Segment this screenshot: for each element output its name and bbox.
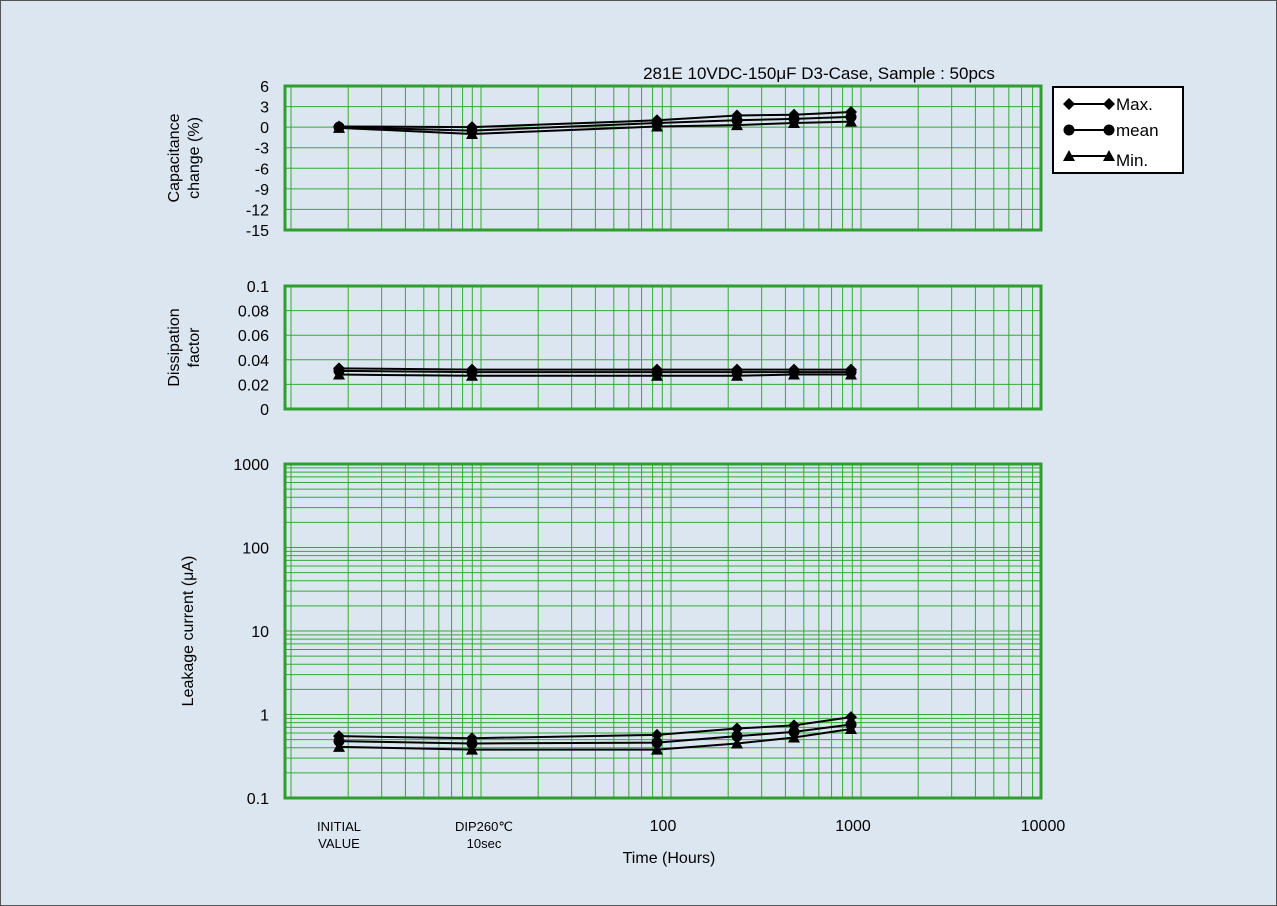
plot-frame: [283, 84, 1043, 232]
marker-triangle: [466, 128, 478, 139]
legend-label: mean: [1116, 121, 1159, 140]
marker-triangle: [466, 743, 478, 755]
x-tick-label-line: INITIAL: [317, 819, 361, 834]
y-axis-label-line: Leakage current (μA): [180, 556, 197, 707]
marker-triangle: [845, 115, 857, 127]
marker-circle: [651, 737, 663, 749]
marker-triangle: [845, 368, 857, 380]
y-tick-label: -6: [255, 161, 269, 178]
x-tick-label-line: 100: [650, 818, 677, 835]
marker-triangle: [466, 369, 478, 381]
marker-triangle: [333, 121, 345, 133]
x-tick-label: 1000: [835, 818, 871, 835]
marker-circle: [466, 737, 478, 749]
y-axis-label-line: factor: [186, 327, 203, 368]
x-tick-label: DIP260℃ 10sec: [455, 819, 513, 851]
series-line-max: [338, 111, 852, 129]
series-line-max: [338, 716, 852, 740]
series-line-min: [338, 373, 851, 377]
plot-frame: [283, 284, 1043, 411]
marker-triangle: [788, 731, 800, 743]
y-axis-label-line: Dissipation: [166, 308, 183, 386]
y-axis-label-line: change (%): [186, 117, 203, 199]
y-tick-label: 0.04: [238, 353, 269, 370]
x-tick-label: 10000: [1021, 818, 1066, 835]
marker-triangle: [1103, 150, 1115, 161]
x-tick-label: INITIAL VALUE: [317, 819, 361, 851]
y-tick-label: 0.1: [247, 791, 269, 808]
y-tick-label: 0.06: [238, 328, 269, 345]
y-tick-label: 6: [260, 79, 269, 96]
y-tick-label: 0: [260, 120, 269, 137]
marker-triangle: [845, 723, 857, 735]
series-line-max: [338, 367, 851, 371]
x-tick-label: 100: [650, 818, 677, 835]
marker-triangle: [731, 119, 743, 131]
series-line-min: [338, 728, 852, 751]
y-tick-label: 0.02: [238, 377, 269, 394]
y-axis-label-line: Capacitance: [166, 113, 183, 202]
series-line-mean: [338, 369, 851, 374]
y-tick-label: 0: [260, 402, 269, 419]
marker-triangle: [333, 740, 345, 752]
marker-triangle: [1063, 150, 1075, 161]
y-axis-label: Leakage current (μA): [180, 556, 197, 707]
y-axis-label: Capacitance change (%): [166, 113, 203, 202]
marker-triangle: [731, 369, 743, 381]
marker-triangle: [651, 369, 663, 381]
panel-dissipation: 0.1 0.08 0.06 0.04 0.02 0 Dissipation factor: [166, 279, 1043, 419]
marker-diamond: [1103, 98, 1115, 110]
series-line-mean: [338, 115, 852, 132]
x-tick-label-line: 1000: [835, 818, 871, 835]
legend: Max. mean Min.: [1052, 86, 1184, 174]
y-tick-label: 1000: [233, 457, 269, 474]
marker-triangle: [651, 743, 663, 755]
y-tick-label: -15: [246, 223, 269, 240]
marker-triangle: [788, 368, 800, 380]
marker-triangle: [333, 368, 345, 380]
marker-triangle: [788, 117, 800, 129]
y-tick-label: 100: [242, 541, 269, 558]
y-tick-label: -3: [255, 141, 269, 158]
y-tick-label: -12: [246, 202, 269, 219]
marker-circle: [731, 730, 743, 742]
y-tick-label: 10: [251, 624, 269, 641]
marker-diamond: [651, 728, 663, 741]
x-tick-label-line: VALUE: [318, 836, 360, 851]
x-tick-label-line: 10sec: [467, 836, 502, 851]
series-line-mean: [338, 723, 852, 745]
y-tick-label: -9: [255, 182, 269, 199]
y-tick-label: 0.08: [238, 304, 269, 321]
y-tick-label: 1: [260, 708, 269, 725]
panel-leakage: 1000 100 10 1 0.1 Leakage current (μA): [180, 457, 1043, 808]
x-axis-label: Time (Hours): [623, 850, 716, 867]
y-tick-label: 3: [260, 100, 269, 117]
legend-label: Min.: [1116, 151, 1148, 170]
x-tick-label-line: DIP260℃: [455, 819, 513, 834]
marker-diamond: [1063, 98, 1075, 110]
series-line-min: [338, 120, 852, 136]
y-tick-label: 0.1: [247, 279, 269, 296]
marker-triangle: [731, 737, 743, 749]
y-axis-label: Dissipation factor: [166, 308, 203, 386]
panel-capacitance: 6 3 0 -3 -6 -9 -12 -15 Capacitance change (%): [166, 79, 1043, 240]
marker-circle: [1103, 124, 1115, 136]
chart-title: 281E 10VDC-150μF D3-Case, Sample : 50pcs: [643, 64, 995, 83]
marker-triangle: [651, 120, 663, 132]
marker-diamond: [731, 722, 743, 735]
legend-label: Max.: [1116, 95, 1153, 114]
marker-circle: [1063, 124, 1075, 136]
plot-frame: [283, 462, 1043, 800]
x-tick-label-line: 10000: [1021, 818, 1066, 835]
